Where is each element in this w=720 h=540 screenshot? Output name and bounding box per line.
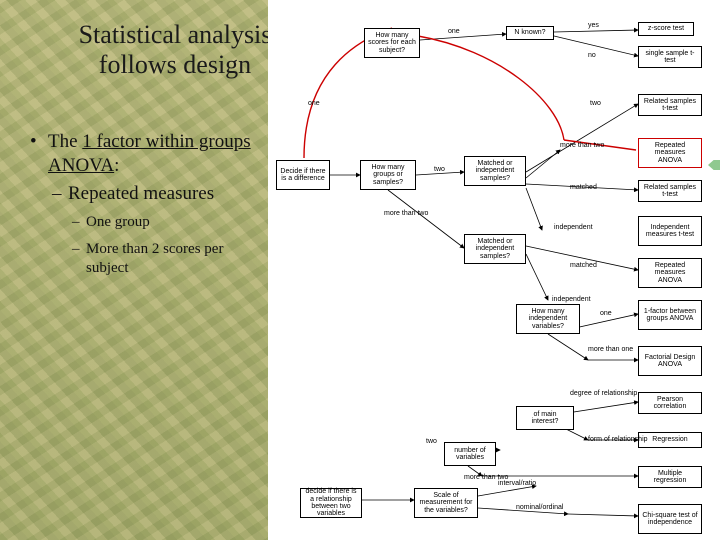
edge-label: one [600,310,612,317]
edge-label: two [434,166,445,173]
edge-label: matched [570,184,597,191]
edge-label: no [588,52,596,59]
node-q_nvar: number of variables [444,442,496,466]
node-q_groups: How many groups or samples? [360,160,416,190]
node-related_t2: Related samples t-test [638,180,702,202]
node-z_score: z-score test [638,22,694,36]
edge-label: interval/ratio [498,480,536,487]
node-decide_rel: decide if there is a relationship betwee… [300,488,362,518]
edge-label: degree of relationship [570,390,637,397]
bullet-sub2a: One group [30,213,265,232]
node-indep_t: Independent measures t-test [638,216,702,246]
node-q_scores: How many scores for each subject? [364,28,420,58]
bullet-main-post: : [114,155,119,176]
bullet-list: The 1 factor within groups ANOVA: Repeat… [30,130,265,278]
edge-label: two [426,438,437,445]
node-q_match1: Matched or independent samples? [464,156,526,186]
edge-label: more than two [384,210,428,217]
node-q_match2: Matched or independent samples? [464,234,526,264]
node-rep_anova2: Repeated measures ANOVA [638,258,702,288]
edge-label: nominal/ordinal [516,504,563,511]
node-q_iv: How many independent variables? [516,304,580,334]
node-decide_diff: Decide if there is a difference [276,160,330,190]
node-q_rel: of main interest? [516,406,574,430]
bullet-main: The 1 factor within groups ANOVA: [30,130,265,178]
bullet-main-pre: The [48,131,82,152]
decision-flowchart: How many scores for each subject? N known… [268,0,720,540]
edge-label: two [590,100,601,107]
edge-label: matched [570,262,597,269]
edge-label: form of relationship [588,436,648,443]
node-related_t: Related samples t-test [638,94,702,116]
bullet-sub1: Repeated measures [30,182,265,206]
node-pearson: Pearson correlation [638,392,702,414]
edge-label: more than two [560,142,604,149]
node-b1: 1-factor between groups ANOVA [638,300,702,330]
edge-label: independent [554,224,593,231]
node-factorial: Factorial Design ANOVA [638,346,702,376]
slide-title: Statistical analysis follows design [70,20,280,80]
node-chisq: Chi-square test of independence [638,504,702,534]
edge-label: one [308,100,320,107]
node-rep_anova1: Repeated measures ANOVA [638,138,702,168]
edge-label: one [448,28,460,35]
bullet-sub2b: More than 2 scores per subject [30,240,265,278]
node-single_t: single sample t-test [638,46,702,68]
edge-label: independent [552,296,591,303]
node-q_scale: Scale of measurement for the variables? [414,488,478,518]
node-multreg: Multiple regression [638,466,702,488]
edge-label: more than one [588,346,633,353]
edge-label: yes [588,22,599,29]
node-n_known: N known? [506,26,554,40]
